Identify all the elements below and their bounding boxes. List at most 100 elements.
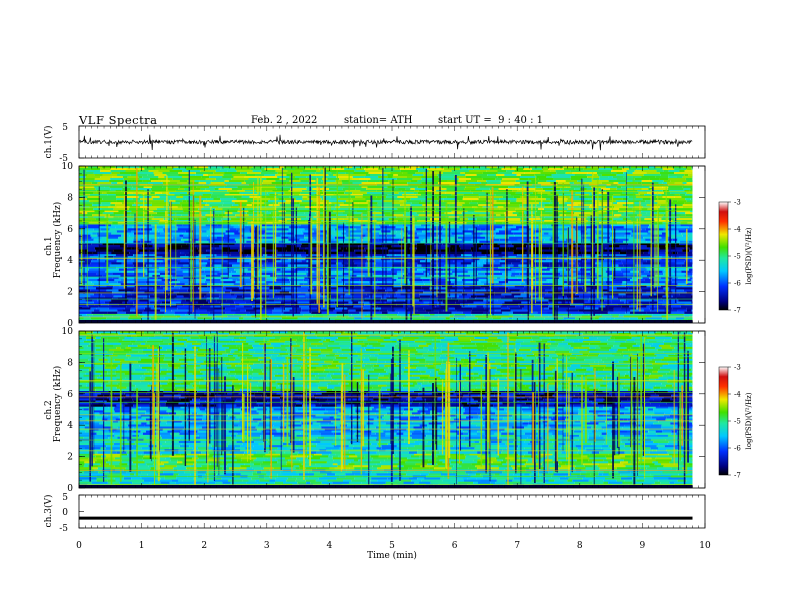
spectrogram-cell	[632, 172, 647, 175]
spectrogram-cell	[280, 260, 294, 263]
spectrogram-cell	[668, 260, 685, 263]
spectrogram-cell	[268, 200, 286, 203]
spectrogram-cell	[204, 270, 210, 274]
spectrogram-cell	[467, 293, 485, 296]
spectrogram-cell	[189, 262, 208, 265]
spectrogram-cell	[575, 297, 590, 300]
spectrogram-cell	[376, 283, 394, 286]
spectrogram-cell	[656, 289, 668, 292]
spectrogram-cell	[391, 305, 403, 308]
spectrogram-cell	[336, 176, 353, 179]
narrowband-line	[79, 223, 693, 225]
spectrogram-cell	[209, 186, 216, 189]
spectrogram-cell	[482, 232, 489, 235]
spectrogram-cell	[117, 311, 126, 314]
spectrogram-cell	[396, 222, 403, 225]
spectrogram-cell	[262, 291, 280, 294]
spectrogram-cell	[456, 198, 463, 201]
spectrogram-cell	[230, 481, 247, 485]
spectrogram-cell	[504, 212, 513, 215]
spectrogram-cell	[358, 313, 368, 316]
spectrogram-cell	[206, 238, 214, 242]
spectrogram-cell	[460, 172, 465, 175]
spectrogram-cell	[354, 262, 366, 265]
spectrogram-cell	[395, 309, 406, 312]
spectrogram-cell	[79, 272, 97, 276]
spectrogram-cell	[79, 218, 96, 221]
spectrogram-cell	[440, 240, 457, 244]
spectrogram-cell	[508, 317, 513, 320]
spectrogram-cell	[182, 224, 192, 227]
spectrogram-cell	[88, 305, 99, 308]
spectrogram-cell	[223, 281, 236, 284]
spectrogram-cell	[127, 253, 133, 257]
sferic-streak	[675, 204, 677, 304]
spectrogram-cell	[160, 309, 167, 312]
spectrogram-cell	[394, 192, 399, 195]
spectrogram-cell	[121, 473, 130, 476]
spectrogram-cell	[113, 258, 132, 261]
spectrogram-cell	[177, 226, 191, 229]
spectrogram-cell	[260, 226, 273, 229]
spectrogram-cell	[428, 479, 443, 482]
spectrogram-cell	[511, 272, 520, 276]
spectrogram-cell	[555, 170, 571, 173]
spectrogram-cell	[247, 172, 261, 175]
spectrogram-cell	[668, 218, 675, 221]
spectrogram-cell	[289, 196, 303, 199]
spectrogram-cell	[169, 297, 175, 300]
spectrogram-cell	[469, 285, 481, 288]
spectrogram-cell	[429, 228, 443, 231]
spectrogram-cell	[306, 186, 323, 189]
spectrogram-cell	[537, 253, 554, 257]
spectrogram-cell	[184, 188, 190, 191]
spectrogram-cell	[192, 236, 203, 240]
spectrogram-cell	[239, 166, 253, 169]
spectrogram-cell	[201, 214, 206, 217]
spectrogram-cell	[286, 245, 296, 248]
spectrogram-cell	[79, 166, 88, 169]
spectrogram-cell	[691, 166, 693, 169]
spectrogram-cell	[100, 168, 111, 171]
spectrogram-cell	[153, 251, 167, 255]
spectrogram-cell	[465, 281, 481, 284]
spectrogram-cell	[250, 168, 265, 171]
spectrogram-cell	[158, 247, 165, 250]
spectrogram-cell	[245, 309, 257, 312]
spectrogram-cell	[321, 180, 336, 183]
spectrogram-cell	[195, 245, 209, 248]
spectrogram-cell	[211, 262, 228, 265]
spectrogram-cell	[534, 174, 545, 177]
spectrogram-cell	[293, 251, 306, 255]
spectrogram-cell	[527, 249, 541, 252]
spectrogram-cell	[158, 222, 166, 225]
spectrogram-cell	[612, 279, 630, 282]
spectrogram-cell	[480, 479, 497, 482]
spectrogram-cell	[490, 212, 505, 215]
spectrogram-cell	[541, 305, 549, 308]
spectrogram-cell	[223, 202, 235, 205]
spectrogram-cell	[198, 249, 207, 252]
spectrogram-cell	[213, 172, 225, 175]
spectrogram-cell	[582, 178, 592, 181]
spectrogram-cell	[472, 192, 486, 195]
spectrogram-cell	[227, 299, 233, 302]
spectrogram-cell	[566, 210, 582, 213]
frequency-tick-label: 4	[67, 256, 73, 266]
spectrogram-cell	[182, 236, 193, 240]
spectrogram-cell	[361, 166, 371, 169]
narrowband-line	[79, 195, 693, 196]
spectrogram-cell	[420, 473, 429, 476]
spectrogram-cell	[477, 272, 485, 276]
spectrogram-cell	[431, 249, 438, 252]
spectrogram-cell	[122, 301, 128, 304]
spectrogram-cell	[190, 272, 201, 276]
spectrogram-cell	[114, 477, 124, 480]
spectrogram-cell	[381, 317, 389, 320]
spectrogram-cell	[79, 230, 88, 233]
spectrogram-cell	[680, 222, 688, 225]
spectrogram-cell	[634, 170, 642, 173]
spectrogram-cell	[595, 202, 612, 205]
spectrogram-cell	[668, 274, 685, 278]
spectrogram-cell	[123, 281, 136, 284]
